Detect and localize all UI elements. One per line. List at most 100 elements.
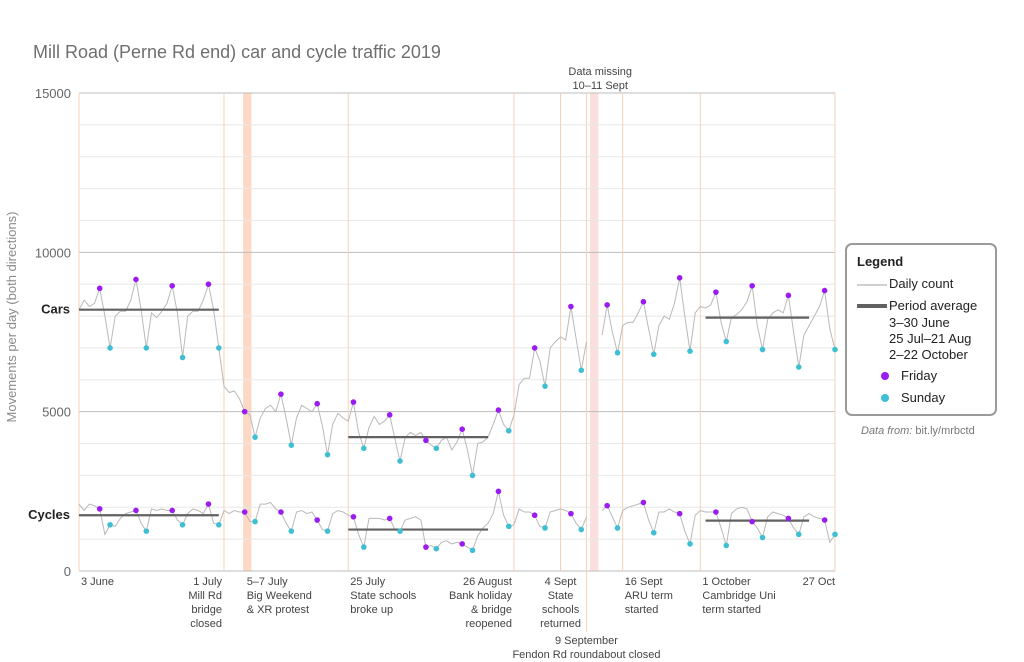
cycles-friday-point bbox=[604, 502, 610, 509]
shaded-span-missing bbox=[590, 93, 599, 571]
legend-daily-label: Daily count bbox=[889, 276, 954, 291]
cycles-sunday-point bbox=[143, 528, 150, 534]
cars-sunday-point bbox=[360, 445, 367, 452]
cycles-sunday-point bbox=[397, 528, 403, 534]
cars-friday-point bbox=[205, 281, 212, 288]
cycles-friday-point bbox=[495, 488, 502, 495]
cars-friday-point bbox=[495, 407, 502, 413]
event-label: & XR protest bbox=[247, 604, 309, 616]
cycles-friday-point bbox=[133, 507, 139, 514]
event-label: bridge bbox=[191, 604, 222, 616]
cycles-sunday-point bbox=[288, 528, 295, 534]
cycles-friday-point bbox=[676, 510, 683, 517]
y-tick-label: 0 bbox=[64, 564, 71, 579]
cars-friday-point bbox=[568, 303, 574, 310]
cars-friday-point bbox=[604, 302, 610, 308]
cycles-sunday-point bbox=[324, 528, 331, 534]
weekday-markers bbox=[96, 275, 838, 554]
cars-friday-point bbox=[821, 287, 828, 294]
legend-sunday-dot bbox=[881, 394, 889, 402]
event-label: Fendon Rd roundabout closed bbox=[512, 649, 660, 661]
y-axis-label: Movements per day (both directions) bbox=[4, 212, 19, 423]
cycles-sunday-point bbox=[252, 518, 258, 525]
legend-average-swatch bbox=[857, 304, 887, 308]
cycles-sunday-point bbox=[107, 521, 113, 528]
event-label: 9 September bbox=[555, 635, 618, 647]
cycles-friday-point bbox=[821, 517, 828, 523]
cars-sunday-point bbox=[143, 345, 150, 351]
missing-data-note: 10–11 Sept bbox=[572, 80, 627, 92]
shaded-span-event bbox=[243, 93, 252, 571]
cycles-friday-point bbox=[749, 518, 755, 525]
cycles-sunday-point bbox=[542, 525, 548, 531]
event-label: broke up bbox=[350, 604, 393, 616]
cycles-daily-line bbox=[78, 491, 587, 552]
source-link[interactable]: bit.ly/mrbctd bbox=[915, 425, 975, 437]
cycles-friday-point bbox=[350, 514, 357, 520]
cycles-sunday-point bbox=[832, 531, 838, 538]
cycles-friday-point bbox=[96, 506, 103, 512]
legend-period-1: 3–30 June bbox=[889, 315, 950, 330]
cars-friday-point bbox=[278, 391, 284, 397]
data-source: Data from: bit.ly/mrbctd bbox=[861, 425, 975, 437]
event-label: 25 July bbox=[350, 576, 385, 588]
y-tick-label: 15000 bbox=[35, 86, 71, 101]
cycles-sunday-point bbox=[723, 542, 730, 549]
cycles-friday-point bbox=[568, 510, 574, 517]
cars-friday-point bbox=[459, 426, 465, 432]
cycles-sunday-point bbox=[759, 534, 766, 541]
event-label: schools bbox=[542, 604, 580, 616]
event-label: returned bbox=[540, 618, 581, 630]
cars-sunday-point bbox=[324, 451, 331, 458]
cycles-sunday-point bbox=[687, 541, 693, 547]
cycles-sunday-point bbox=[469, 547, 476, 554]
cars-friday-point bbox=[169, 282, 176, 289]
event-label: State schools bbox=[350, 590, 417, 602]
cars-friday-point bbox=[531, 345, 538, 351]
y-tick-label: 10000 bbox=[35, 245, 71, 260]
cycles-friday-point bbox=[241, 509, 248, 515]
cars-friday-point bbox=[133, 276, 139, 283]
cars-sunday-point bbox=[723, 338, 730, 345]
cars-sunday-point bbox=[107, 345, 113, 351]
cars-friday-point bbox=[314, 400, 320, 407]
event-label: Cambridge Uni bbox=[702, 590, 775, 602]
missing-data-note: Data missing bbox=[568, 66, 632, 78]
legend-periods: 3–30 June 25 Jul–21 Aug 2–22 October bbox=[889, 315, 971, 363]
cars-sunday-point bbox=[433, 445, 440, 452]
cars-friday-point bbox=[749, 282, 755, 289]
cycles-friday-point bbox=[169, 507, 176, 514]
cycles-friday-point bbox=[640, 499, 647, 506]
legend-friday-dot bbox=[881, 372, 889, 380]
event-label: 1 October bbox=[702, 576, 751, 588]
cycles-friday-point bbox=[278, 509, 284, 515]
cycles-friday-point bbox=[386, 515, 393, 522]
cycles-sunday-point bbox=[216, 521, 222, 528]
gridlines bbox=[79, 92, 835, 572]
series-label-cycles: Cycles bbox=[28, 507, 70, 522]
event-labels: Data missing 10–11 Sept 3 June 1 July Mill R… bbox=[81, 66, 835, 661]
cars-sunday-point bbox=[469, 472, 476, 479]
event-lines bbox=[223, 93, 836, 632]
cycles-sunday-point bbox=[360, 544, 367, 550]
y-axis: 0 5000 10000 15000 Movements per day (both d… bbox=[4, 86, 80, 579]
y-tick-label: 5000 bbox=[42, 405, 71, 420]
cycles-friday-point bbox=[205, 501, 212, 507]
cycles-sunday-point bbox=[650, 529, 657, 536]
chart-title: Mill Road (Perne Rd end) car and cycle t… bbox=[33, 42, 441, 62]
cars-friday-point bbox=[241, 408, 248, 415]
legend-friday-label: Friday bbox=[901, 368, 938, 383]
cars-friday-point bbox=[785, 292, 792, 299]
event-label: ARU term bbox=[625, 590, 673, 602]
event-label: 4 Sept bbox=[545, 576, 577, 588]
cars-friday-point bbox=[640, 298, 647, 305]
cars-friday-point bbox=[350, 399, 357, 405]
cars-friday-point bbox=[676, 275, 683, 281]
legend-title: Legend bbox=[857, 254, 904, 269]
event-label: 1 July bbox=[193, 576, 222, 588]
event-label: term started bbox=[702, 604, 761, 616]
legend-daily-swatch bbox=[857, 284, 887, 286]
cars-sunday-point bbox=[179, 354, 186, 361]
cycles-friday-point bbox=[713, 509, 719, 515]
